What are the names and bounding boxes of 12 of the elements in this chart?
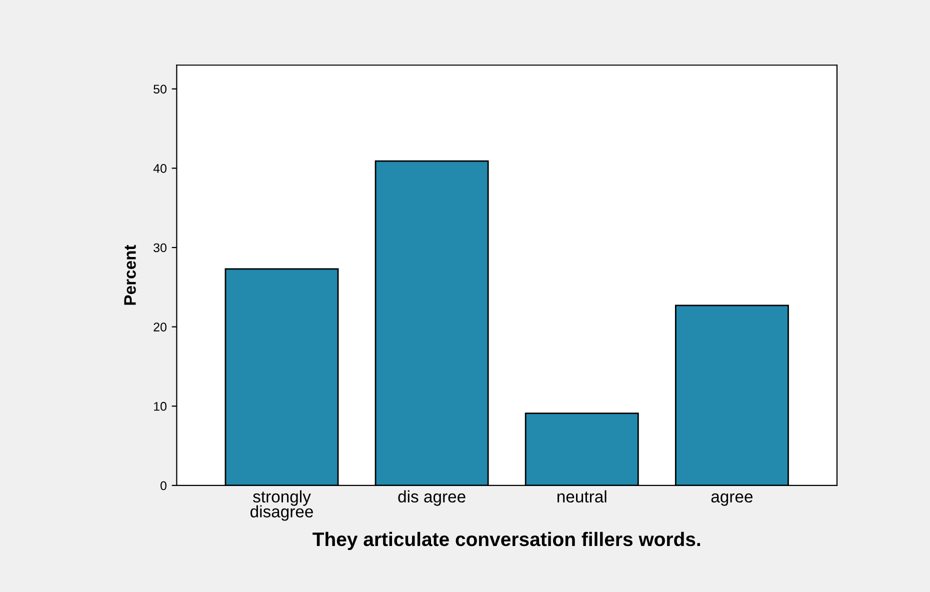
x-tick-label: strongly disagree — [250, 490, 313, 521]
y-axis-title: Percent — [124, 244, 136, 305]
y-tick-label: 30 — [154, 243, 166, 252]
y-tick-label: 20 — [154, 322, 166, 332]
x-tick-label: neutral — [558, 490, 606, 503]
y-tick-label: 40 — [153, 164, 166, 173]
y-tick-label: 50 — [154, 84, 166, 94]
y-tick-label: 0 — [160, 481, 166, 490]
y-tick-label: 10 — [154, 402, 166, 411]
x-tick-label: dis agree — [398, 490, 466, 506]
x-tick-label: agree — [711, 493, 753, 506]
x-axis-title: They articulate conversation fillers words. — [312, 532, 700, 550]
